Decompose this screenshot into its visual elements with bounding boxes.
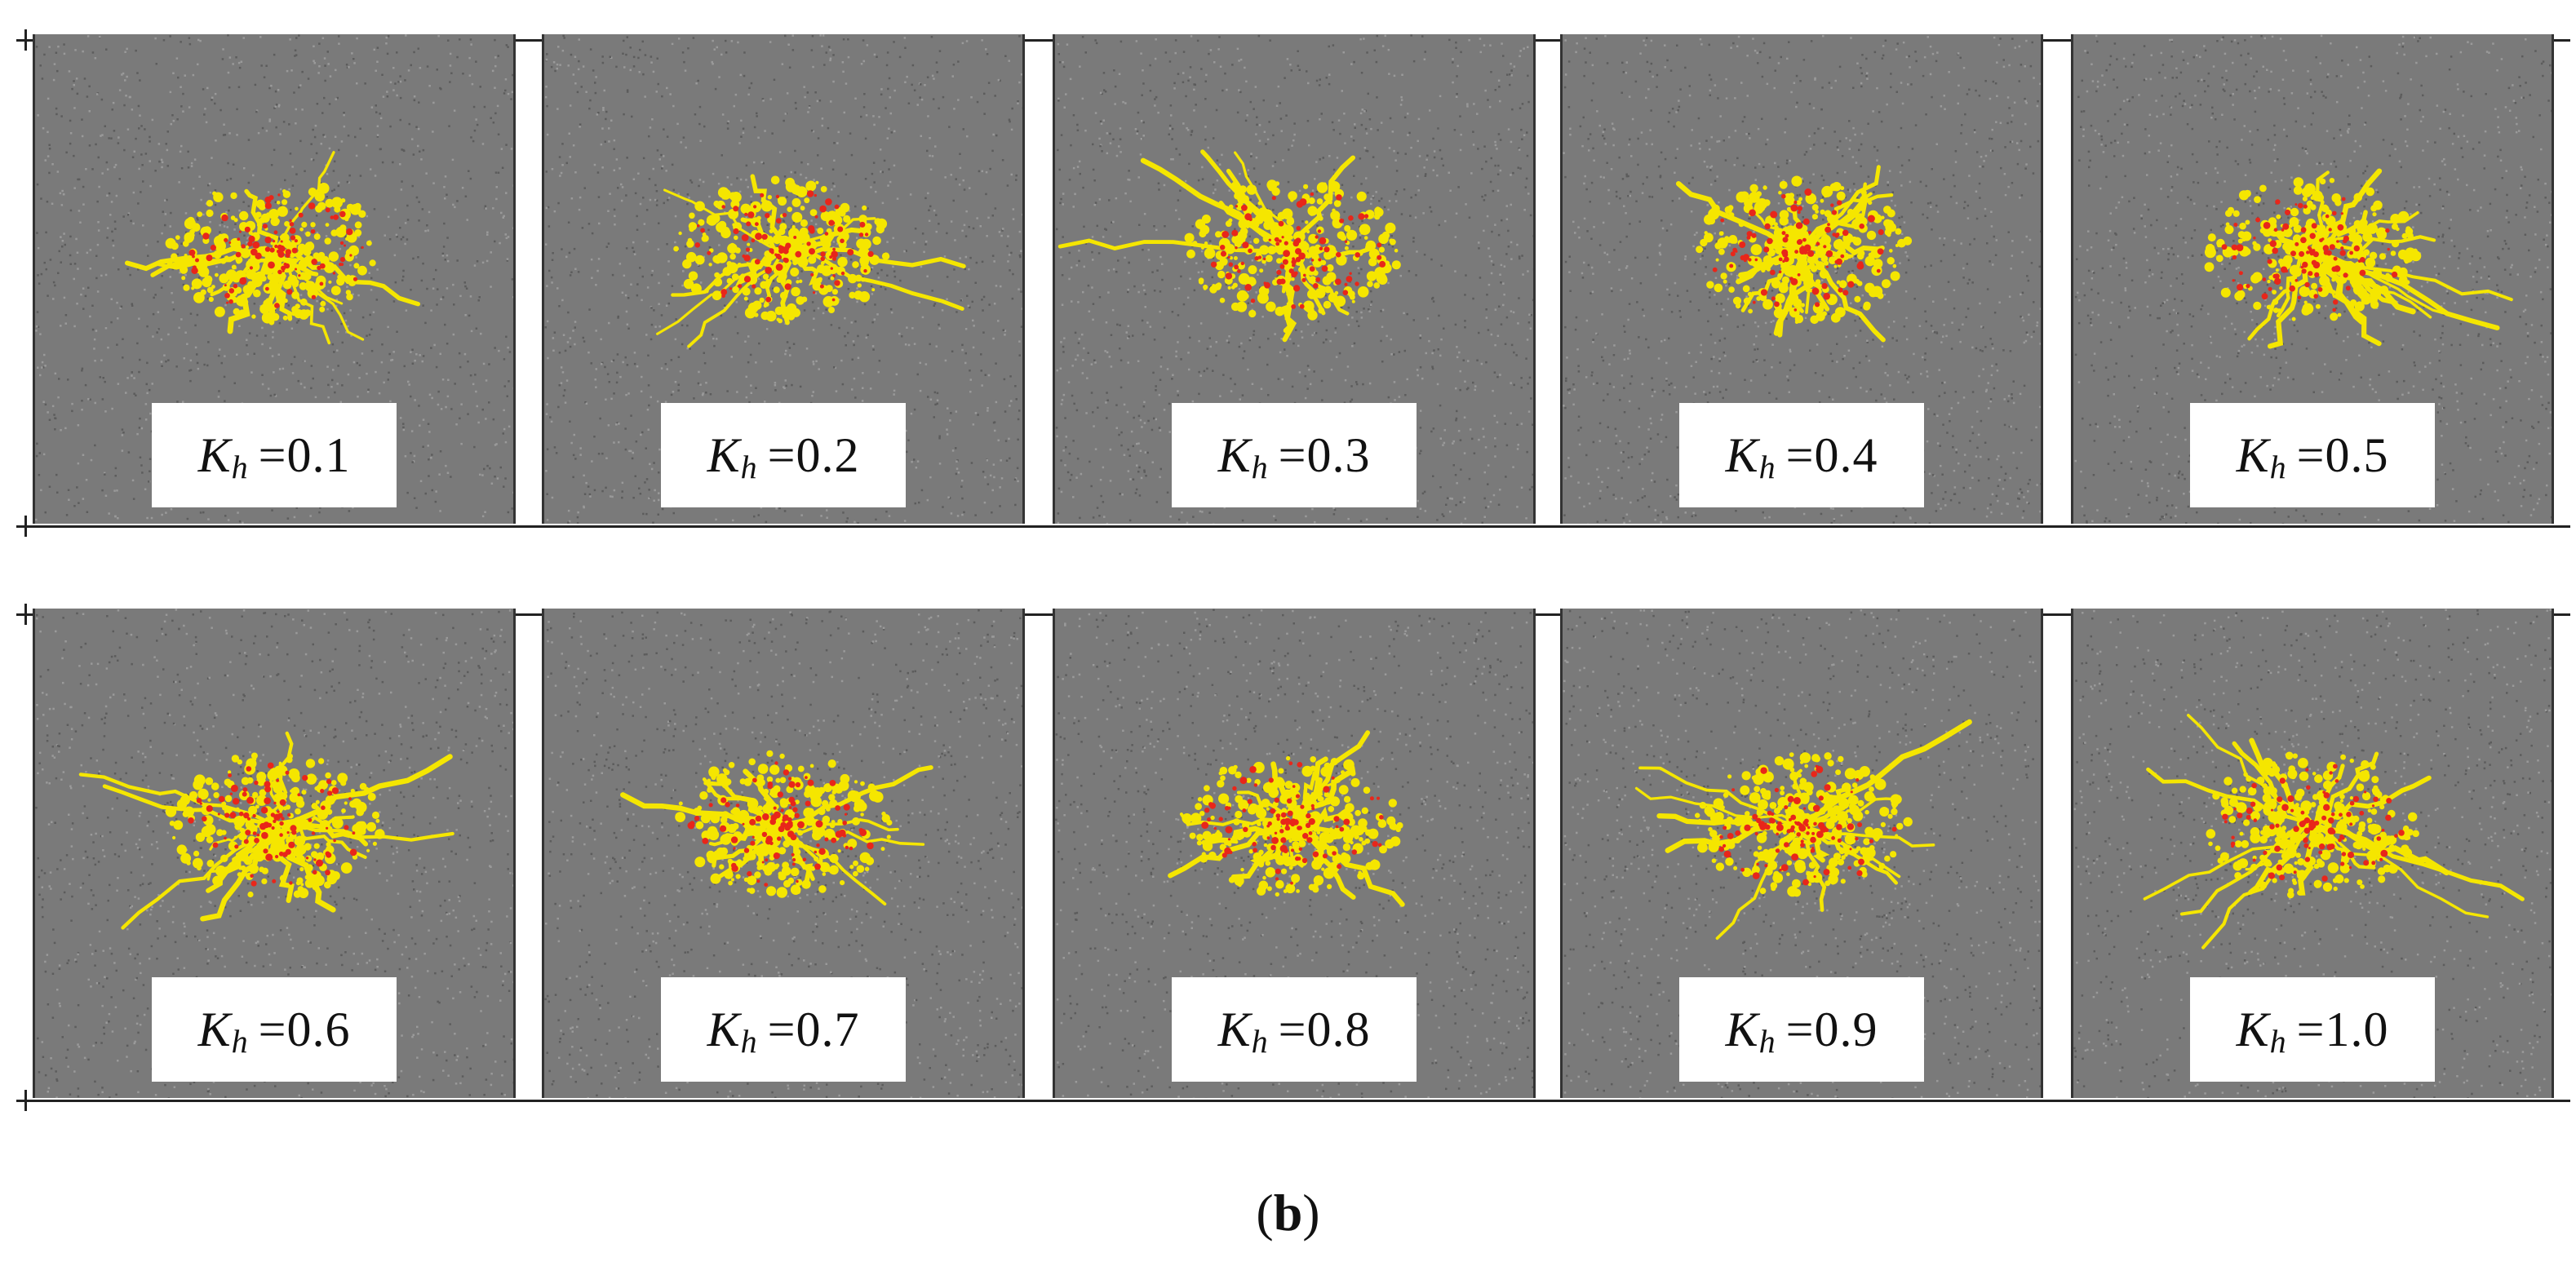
param-value: 0.1 xyxy=(286,427,351,482)
param-subscript: h xyxy=(1758,448,1776,485)
param-symbol: K xyxy=(197,1002,232,1056)
frame-tick xyxy=(24,1090,27,1111)
param-symbol: K xyxy=(1725,1002,1759,1056)
param-subscript: h xyxy=(231,1022,249,1060)
param-value: 1.0 xyxy=(2325,1002,2389,1056)
equals-sign: = xyxy=(1278,427,1307,482)
param-value: 0.8 xyxy=(1306,1002,1371,1056)
caption-open-paren: ( xyxy=(1256,1184,1274,1242)
equals-sign: = xyxy=(1785,427,1815,482)
param-value: 0.6 xyxy=(286,1002,351,1056)
caption-close-paren: ) xyxy=(1302,1184,1320,1242)
param-subscript: h xyxy=(1251,1022,1269,1060)
caption-letter: b xyxy=(1273,1184,1303,1242)
equals-sign: = xyxy=(767,1002,796,1056)
param-value: 0.9 xyxy=(1814,1002,1878,1056)
equals-sign: = xyxy=(258,1002,287,1056)
param-symbol: K xyxy=(2236,1002,2270,1056)
param-subscript: h xyxy=(2269,448,2287,485)
param-subscript: h xyxy=(2269,1022,2287,1060)
param-subscript: h xyxy=(231,448,249,485)
param-value: 0.3 xyxy=(1306,427,1371,482)
param-symbol: K xyxy=(1217,1002,1252,1056)
param-value: 0.4 xyxy=(1814,427,1878,482)
param-symbol: K xyxy=(2236,427,2270,482)
param-subscript: h xyxy=(1251,448,1269,485)
param-symbol: K xyxy=(1725,427,1759,482)
param-subscript: h xyxy=(740,1022,758,1060)
frame-tick xyxy=(24,604,27,625)
frame-bottom-line xyxy=(16,525,2570,528)
param-symbol: K xyxy=(707,427,741,482)
param-value: 0.7 xyxy=(796,1002,860,1056)
param-symbol: K xyxy=(1217,427,1252,482)
equals-sign: = xyxy=(2296,1002,2325,1056)
crack-pattern-image xyxy=(544,34,1022,524)
crack-pattern-image xyxy=(2073,34,2552,524)
frame-tick xyxy=(24,29,27,51)
equals-sign: = xyxy=(2296,427,2325,482)
figure-caption: (b) xyxy=(0,1183,2576,1243)
frame-bottom-line xyxy=(16,1100,2570,1102)
param-subscript: h xyxy=(1758,1022,1776,1060)
equals-sign: = xyxy=(1278,1002,1307,1056)
param-value: 0.2 xyxy=(796,427,860,482)
equals-sign: = xyxy=(258,427,287,482)
param-value: 0.5 xyxy=(2325,427,2389,482)
equals-sign: = xyxy=(767,427,796,482)
param-symbol: K xyxy=(707,1002,741,1056)
equals-sign: = xyxy=(1785,1002,1815,1056)
param-subscript: h xyxy=(740,448,758,485)
frame-tick xyxy=(24,516,27,537)
param-symbol: K xyxy=(197,427,232,482)
